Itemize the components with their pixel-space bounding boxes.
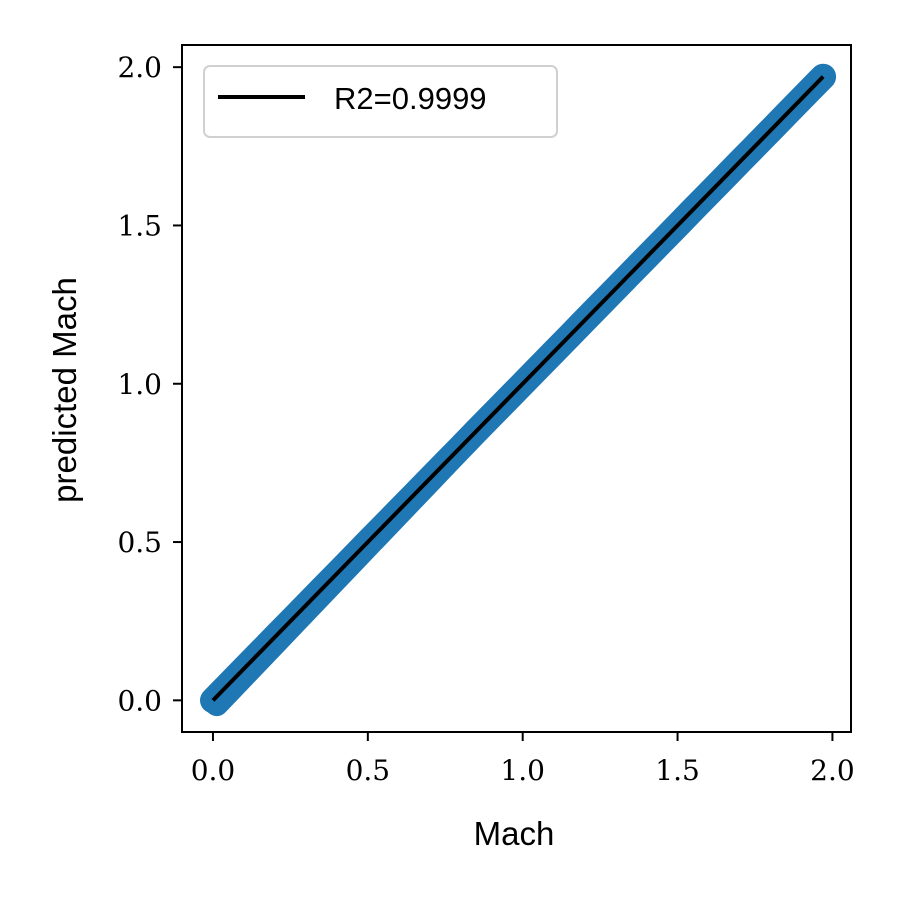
- x-axis-label: Mach: [474, 815, 555, 852]
- legend-box: [203, 65, 558, 138]
- y-tick-label: 2.0: [117, 51, 162, 84]
- y-tick-label: 0.5: [117, 526, 162, 559]
- y-tick-label: 0.0: [117, 684, 162, 717]
- fit-line: [211, 75, 825, 702]
- x-tick-label: 0.0: [191, 754, 236, 787]
- y-tick-label: 1.0: [117, 368, 162, 401]
- y-axis-label: predicted Mach: [46, 277, 83, 503]
- x-tick-label: 0.5: [346, 754, 391, 787]
- legend-label: R2=0.9999: [334, 81, 487, 116]
- plot-area: [200, 63, 837, 717]
- x-tick-label: 2.0: [810, 754, 855, 787]
- axes: 0.0 0.5 1.0 1.5 2.0 0.0 0.5 1.0 1.5 2.0: [117, 44, 855, 787]
- y-tick-label: 1.5: [117, 209, 162, 242]
- x-tick-label: 1.5: [655, 754, 700, 787]
- legend: R2=0.9999: [203, 65, 558, 138]
- plot-frame: [181, 44, 852, 733]
- x-tick-label: 1.0: [500, 754, 545, 787]
